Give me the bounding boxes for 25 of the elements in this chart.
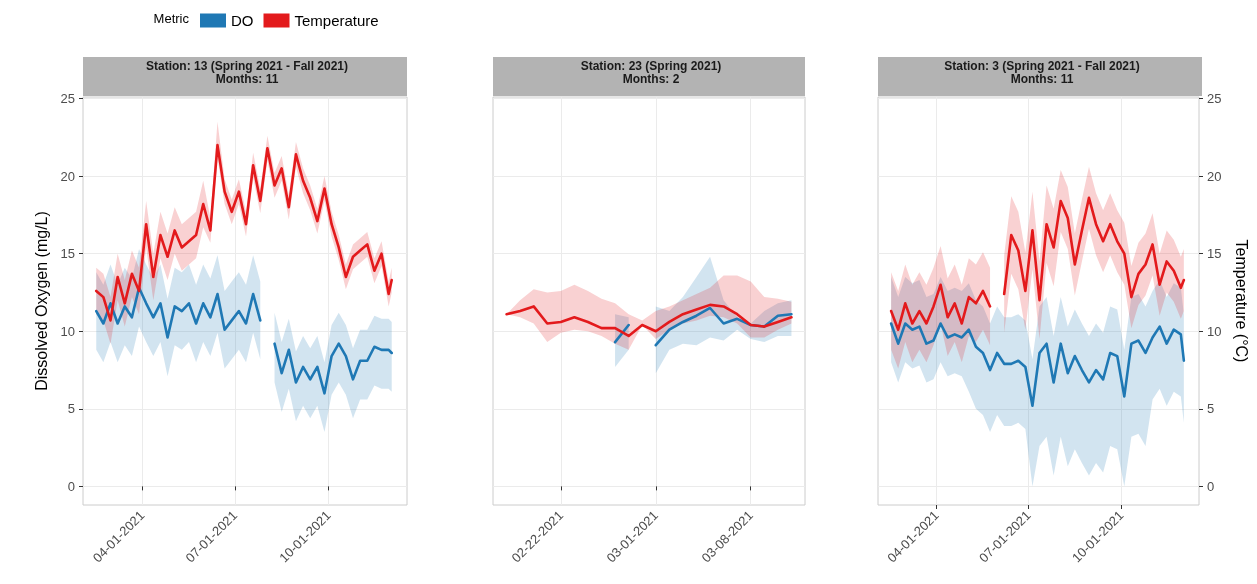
y-tick-label: 10: [60, 323, 75, 339]
y2-tick-label: 20: [1207, 168, 1222, 184]
y2-tick-label: 15: [1207, 246, 1222, 262]
line-series: [94, 143, 394, 322]
chart-subtitle: Months: 2: [622, 72, 680, 86]
y-tick-label: 25: [60, 91, 75, 107]
chart-title: Station: 23 (Spring 2021): [580, 59, 722, 73]
y-axis-title: Dissolved Oxygen (mg/L): [32, 211, 50, 391]
y2-tick-label: 0: [1207, 478, 1215, 494]
chart-subtitle: Months: 11: [1010, 72, 1074, 86]
legend-label: DO: [231, 12, 254, 29]
y-tick-label: 15: [60, 246, 75, 262]
chart-subtitle: Months: 11: [215, 72, 279, 86]
y2-tick-label: 10: [1207, 323, 1222, 339]
chart-title: Station: 13 (Spring 2021 - Fall 2021): [145, 59, 349, 73]
y-tick-label: 20: [60, 168, 75, 184]
y2-tick-label: 25: [1207, 91, 1222, 107]
legend-label: Temperature: [294, 12, 379, 29]
chart-title: Station: 3 (Spring 2021 - Fall 2021): [944, 59, 1140, 73]
y-tick-label: 0: [67, 478, 75, 494]
line-series: [889, 322, 1186, 408]
y2-axis-title: Temperature (°C): [1232, 239, 1250, 363]
legend-title: Metric: [153, 11, 190, 26]
y-tick-label: 5: [67, 401, 75, 417]
y2-tick-label: 5: [1207, 401, 1215, 417]
